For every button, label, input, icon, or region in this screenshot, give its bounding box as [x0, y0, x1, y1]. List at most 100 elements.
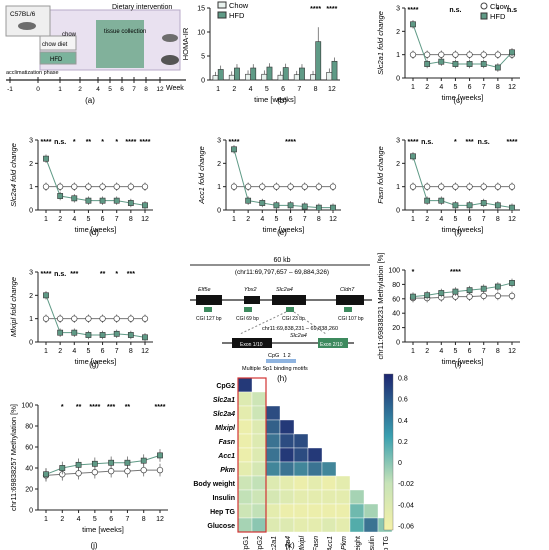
- data-point-chow: [85, 315, 92, 322]
- data-point-hfd: [410, 293, 416, 300]
- heatmap-cell: [251, 461, 267, 477]
- data-point-hfd: [75, 461, 82, 468]
- x-tick-label: 5: [453, 84, 457, 91]
- data-point-hfd: [494, 283, 501, 290]
- data-point-chow: [56, 315, 64, 322]
- data-point-hfd: [438, 290, 445, 296]
- x-tick-label: 4: [439, 216, 443, 223]
- data-point-hfd: [424, 61, 431, 67]
- data-point-chow: [466, 293, 473, 300]
- heatmap-cell: [237, 447, 253, 463]
- heatmap-cell: [237, 475, 253, 491]
- x-tick-label: 12: [329, 216, 337, 223]
- x-axis-label: time [weeks]: [442, 357, 484, 366]
- panel-c-label: (c): [453, 96, 463, 105]
- x-tick-label: 12: [508, 216, 516, 223]
- significance-label: *: [496, 7, 499, 14]
- data-point-hfd: [91, 460, 98, 467]
- heatmap-cell: [279, 461, 295, 477]
- data-point-chow: [141, 183, 149, 190]
- data-point-chow: [480, 183, 487, 190]
- heatmap-cell: [251, 503, 267, 519]
- bar-chow: [228, 74, 235, 81]
- timeline-tick-label: 2: [78, 86, 82, 93]
- x-tick-label: 2: [60, 516, 64, 523]
- heatmap-cell: [279, 475, 295, 491]
- heatmap-row-label: Hep TG: [210, 509, 235, 516]
- data-point-chow: [124, 468, 131, 475]
- panel-j-label: (j): [90, 541, 97, 550]
- intervention-label: Dietary intervention: [112, 4, 172, 11]
- data-point-hfd: [140, 457, 147, 464]
- exon-left-block: [232, 338, 272, 348]
- x-tick-label: 2: [425, 348, 429, 355]
- data-point-hfd: [99, 197, 106, 204]
- colorbar-tick-label: -0.02: [398, 481, 414, 488]
- x-axis-label: time [weeks]: [263, 225, 305, 234]
- data-point-hfd: [231, 146, 237, 153]
- heatmap-cell: [307, 517, 323, 533]
- gene-block-slc2a4: [272, 295, 306, 305]
- x-tick-label: 6: [468, 348, 472, 355]
- significance-label: *: [115, 139, 118, 146]
- cpg-highlight-outline: [237, 377, 267, 533]
- significance-label: *: [61, 404, 64, 411]
- significance-label: **: [125, 404, 131, 411]
- cpg-region-bar: [266, 359, 296, 363]
- heatmap-cell: [349, 517, 365, 533]
- y-tick-label: 1: [29, 316, 33, 323]
- heatmap-cell: [321, 503, 337, 519]
- y-axis-label: chr11:69838231 Methylation [%]: [376, 252, 385, 359]
- scale-label: 60 kb: [273, 257, 290, 264]
- data-point-hfd: [452, 288, 459, 295]
- colorbar: [383, 373, 394, 531]
- hfd-box: [39, 51, 77, 65]
- heatmap-cell: [293, 475, 309, 491]
- data-point-chow: [99, 183, 106, 190]
- x-tick-label: 2: [425, 84, 429, 91]
- coords-label: (chr11:69,797,657 – 69,884,326): [235, 269, 329, 276]
- x-tick-label: 12: [508, 348, 516, 355]
- x-tick-label: 12: [141, 216, 149, 223]
- colorbar-tick-label: 0.8: [398, 376, 408, 383]
- data-point-chow: [438, 51, 445, 58]
- data-point-hfd: [452, 202, 459, 209]
- data-point-chow: [99, 315, 106, 322]
- data-point-hfd: [85, 332, 92, 338]
- x-tick-label: 5: [453, 216, 457, 223]
- x-axis-label: time [weeks]: [442, 225, 484, 234]
- x-tick-label: 4: [439, 84, 443, 91]
- heatmap-cell: [293, 433, 309, 449]
- x-tick-label: 1: [232, 216, 236, 223]
- significance-label: ****: [140, 139, 151, 146]
- heatmap-cell: [363, 503, 379, 519]
- data-point-hfd: [424, 292, 431, 299]
- timeline-tick-label: -1: [7, 86, 13, 93]
- colorbar-tick-label: 0.4: [398, 418, 408, 425]
- data-point-chow: [127, 183, 135, 190]
- heatmap-cell: [237, 503, 253, 519]
- heatmap-cell: [279, 419, 295, 435]
- data-point-hfd: [509, 49, 515, 56]
- data-point-hfd: [509, 204, 515, 211]
- bar-hfd: [282, 67, 289, 81]
- panel-h-genomic-locus: 60 kb (chr11:69,797,657 – 69,884,326) El…: [190, 257, 372, 383]
- heatmap-col-label: Fasn: [313, 536, 320, 550]
- heatmap-col-label: Insulin: [369, 536, 376, 550]
- y-tick-label: 3: [396, 138, 400, 145]
- timeline-tick-label: 7: [132, 86, 136, 93]
- data-point-hfd: [245, 197, 252, 204]
- data-point-chow: [452, 183, 459, 190]
- heatmap-cell: [237, 419, 253, 435]
- heatmap-col-label: Pkm: [341, 536, 348, 550]
- heatmap-cell: [237, 433, 253, 449]
- heatmap-cell: [237, 391, 253, 407]
- data-point-chow: [91, 469, 99, 476]
- panel-k-label: (k): [285, 541, 295, 550]
- hfd-label: HFD: [50, 57, 63, 63]
- y-axis-label: Slc2a4 fold change: [9, 143, 18, 207]
- x-tick-label: 12: [328, 86, 336, 93]
- y-tick-label: 2: [396, 161, 400, 168]
